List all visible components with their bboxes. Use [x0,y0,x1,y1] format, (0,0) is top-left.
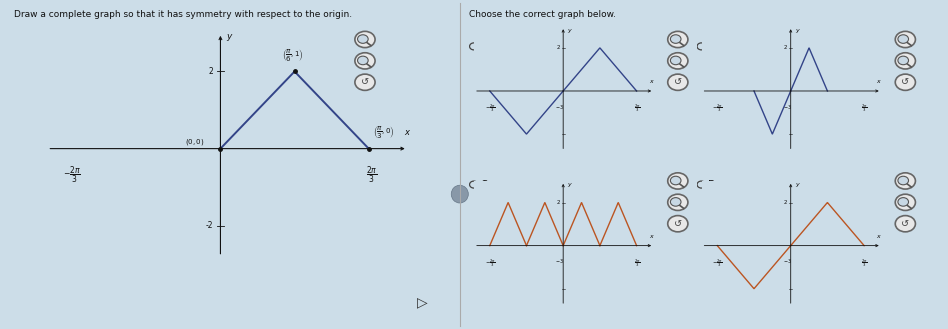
Text: $y$: $y$ [568,27,574,35]
Circle shape [670,176,681,185]
Text: $y$: $y$ [568,181,574,189]
Text: $-\frac{2\pi}{3}$: $-\frac{2\pi}{3}$ [485,258,496,269]
Text: $\frac{2\pi}{3}$: $\frac{2\pi}{3}$ [862,103,868,114]
Circle shape [895,74,916,90]
Text: B.: B. [708,41,718,51]
Text: $-\dfrac{2\pi}{3}$: $-\dfrac{2\pi}{3}$ [64,165,82,185]
Circle shape [667,173,688,189]
Circle shape [667,74,688,90]
Text: $-3$: $-3$ [556,103,564,111]
Text: ↺: ↺ [674,77,682,87]
Text: $\left(\dfrac{\pi}{3},0\right)$: $\left(\dfrac{\pi}{3},0\right)$ [373,124,394,140]
Text: $\frac{2\pi}{3}$: $\frac{2\pi}{3}$ [634,103,641,114]
Text: A.: A. [481,41,490,51]
Circle shape [670,35,681,43]
Text: $x$: $x$ [648,233,655,240]
Text: -2: -2 [206,221,213,230]
Text: $-3$: $-3$ [556,258,564,266]
Circle shape [895,215,916,232]
Circle shape [898,35,908,43]
Text: $x$: $x$ [876,233,883,240]
Text: $\frac{2\pi}{3}$: $\frac{2\pi}{3}$ [634,258,641,269]
Text: ↺: ↺ [902,219,909,229]
Text: $x$: $x$ [404,128,411,137]
Text: $-\frac{2\pi}{3}$: $-\frac{2\pi}{3}$ [713,103,723,114]
Text: ▷: ▷ [417,295,428,309]
Circle shape [451,185,468,203]
Text: $-3$: $-3$ [783,103,792,111]
Text: D.: D. [708,180,719,190]
Text: ↺: ↺ [674,219,682,229]
Circle shape [355,74,375,90]
Circle shape [357,35,368,43]
Circle shape [667,31,688,48]
Circle shape [355,31,375,48]
Text: 2: 2 [209,67,213,76]
Text: $x$: $x$ [648,78,655,86]
Text: ↺: ↺ [361,77,369,87]
Text: $x$: $x$ [876,78,883,86]
Circle shape [667,194,688,211]
Text: $(0,0)$: $(0,0)$ [186,138,205,147]
Text: $-\frac{2\pi}{3}$: $-\frac{2\pi}{3}$ [713,258,723,269]
Text: 2: 2 [556,200,559,205]
Circle shape [355,53,375,69]
Circle shape [898,198,908,206]
Text: $\dfrac{2\pi}{3}$: $\dfrac{2\pi}{3}$ [366,165,377,185]
Circle shape [667,215,688,232]
Text: $\left(\dfrac{\pi}{6},1\right)$: $\left(\dfrac{\pi}{6},1\right)$ [283,47,304,63]
Circle shape [895,31,916,48]
Circle shape [895,53,916,69]
Text: $-3$: $-3$ [783,258,792,266]
Text: $y$: $y$ [795,181,801,189]
Text: $\frac{2\pi}{3}$: $\frac{2\pi}{3}$ [862,258,868,269]
Circle shape [357,56,368,65]
Circle shape [895,194,916,211]
Text: Choose the correct graph below.: Choose the correct graph below. [469,10,616,19]
Text: 2: 2 [556,45,559,50]
Text: $y$: $y$ [227,32,234,43]
Circle shape [898,56,908,65]
Circle shape [667,53,688,69]
Text: $-\frac{2\pi}{3}$: $-\frac{2\pi}{3}$ [485,103,496,114]
Circle shape [670,56,681,65]
Text: 2: 2 [784,200,787,205]
Circle shape [670,198,681,206]
Circle shape [895,173,916,189]
Circle shape [898,176,908,185]
Text: Draw a complete graph so that it has symmetry with respect to the origin.: Draw a complete graph so that it has sym… [14,10,353,19]
Text: C.: C. [481,180,490,190]
Text: ↺: ↺ [902,77,909,87]
Text: $y$: $y$ [795,27,801,35]
Text: 2: 2 [784,45,787,50]
